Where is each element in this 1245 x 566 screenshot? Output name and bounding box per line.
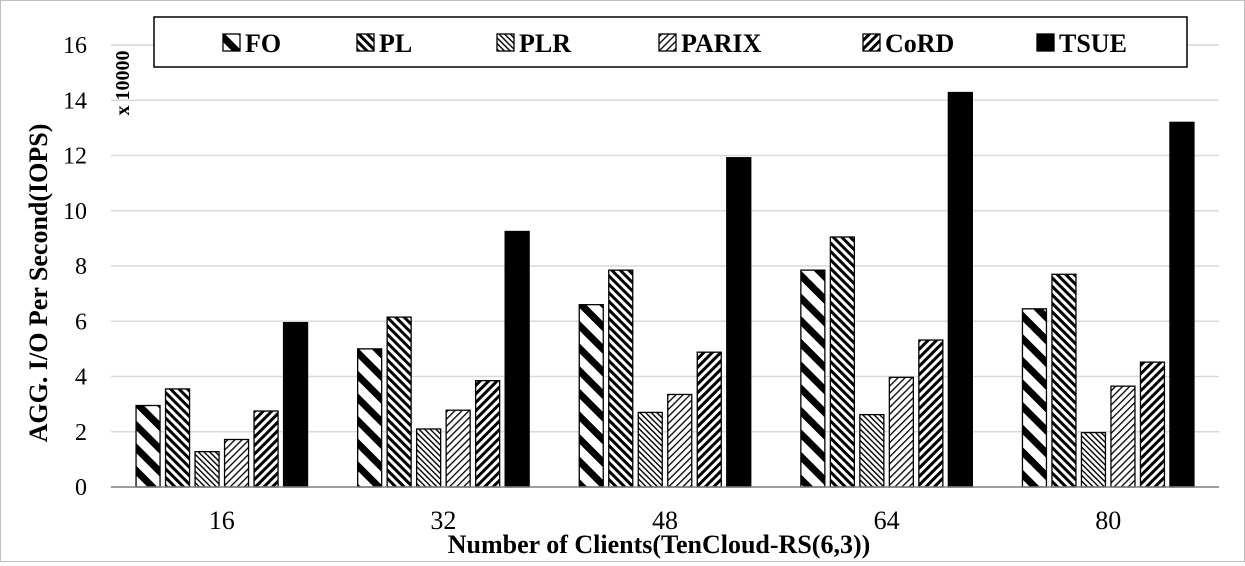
bar-fo-16 bbox=[135, 404, 161, 488]
bar-parix-16 bbox=[223, 438, 250, 488]
x-tick-label: 80 bbox=[1095, 506, 1121, 535]
legend-label-tsue: TSUE bbox=[1059, 29, 1127, 58]
bar-fo-64 bbox=[800, 269, 826, 488]
bar-pl-80 bbox=[1051, 273, 1077, 488]
y-tick-label: 4 bbox=[75, 365, 87, 391]
bar-tsue-32 bbox=[504, 230, 530, 488]
legend-label-plr: PLR bbox=[519, 29, 571, 58]
bar-parix-64 bbox=[888, 376, 914, 488]
legend-swatch-cord bbox=[862, 33, 881, 52]
legend-label-pl: PL bbox=[379, 29, 412, 58]
bar-tsue-80 bbox=[1169, 121, 1195, 488]
y-tick-labels: 0 2 4 6 8 10 12 14 16 bbox=[63, 33, 87, 501]
legend-swatch-fo bbox=[222, 33, 241, 52]
bar-plr-16 bbox=[194, 450, 220, 488]
bar-fo-32 bbox=[356, 348, 383, 488]
legend-swatch-tsue bbox=[1036, 33, 1055, 52]
bar-plr-64 bbox=[859, 413, 885, 488]
y-tick-label: 10 bbox=[63, 199, 87, 225]
bar-cord-48 bbox=[696, 351, 722, 488]
x-axis-title: Number of Clients(TenCloud-RS(6,3)) bbox=[448, 530, 871, 559]
bar-cord-64 bbox=[918, 339, 944, 488]
y-tick-label: 0 bbox=[75, 475, 87, 501]
bar-parix-48 bbox=[667, 393, 693, 488]
bar-fo-80 bbox=[1021, 308, 1048, 488]
bar-tsue-16 bbox=[282, 321, 309, 488]
bar-plr-48 bbox=[637, 411, 663, 488]
bar-parix-80 bbox=[1110, 385, 1136, 488]
y-tick-label: 16 bbox=[63, 33, 87, 59]
x-tick-label: 32 bbox=[430, 506, 456, 535]
bar-fo-48 bbox=[578, 304, 604, 488]
y-tick-label: 8 bbox=[75, 254, 87, 280]
legend-swatch-pl bbox=[356, 33, 375, 52]
legend-swatch-parix bbox=[658, 33, 677, 52]
x-tick-labels: 16 32 48 64 80 bbox=[209, 506, 1121, 535]
y-multiplier-label: x 10000 bbox=[112, 51, 134, 116]
bar-tsue-64 bbox=[947, 91, 973, 488]
y-tick-label: 6 bbox=[75, 309, 87, 335]
bar-pl-32 bbox=[386, 316, 412, 488]
bar-cord-80 bbox=[1139, 361, 1166, 488]
bar-parix-32 bbox=[445, 409, 471, 488]
y-axis-title: AGG. I/O Per Second(IOPS) bbox=[24, 124, 53, 443]
bar-plr-80 bbox=[1080, 431, 1107, 488]
bar-cord-16 bbox=[253, 410, 279, 488]
bars bbox=[135, 91, 1195, 488]
bar-tsue-48 bbox=[726, 157, 752, 488]
legend-label-cord: CoRD bbox=[885, 29, 954, 58]
legend: FO PL PLR PARIX CoRD TSUE bbox=[153, 16, 1188, 68]
bar-plr-32 bbox=[415, 428, 442, 488]
y-tick-label: 12 bbox=[63, 144, 87, 170]
x-tick-label: 48 bbox=[652, 506, 678, 535]
legend-swatch-plr bbox=[496, 33, 515, 52]
x-tick-label: 64 bbox=[874, 506, 900, 535]
legend-label-fo: FO bbox=[245, 29, 281, 58]
bar-pl-48 bbox=[608, 269, 634, 488]
bar-pl-64 bbox=[829, 236, 855, 488]
bar-cord-32 bbox=[474, 379, 501, 488]
y-tick-label: 2 bbox=[75, 420, 87, 446]
bar-pl-16 bbox=[164, 388, 191, 488]
x-tick-label: 16 bbox=[209, 506, 235, 535]
legend-label-parix: PARIX bbox=[681, 29, 762, 58]
y-tick-label: 14 bbox=[63, 88, 87, 114]
